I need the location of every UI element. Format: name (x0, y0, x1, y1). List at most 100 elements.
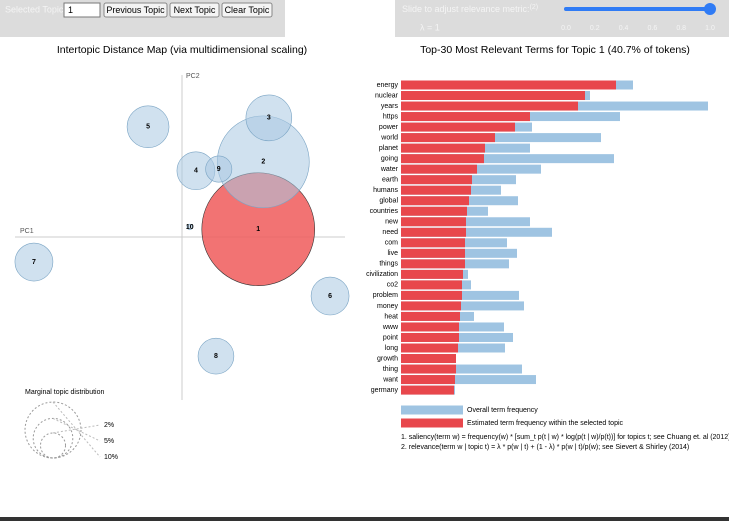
slider-label: Slide to adjust relevance metric:(2) (402, 4, 538, 15)
size-legend-label: 2% (104, 422, 114, 429)
x-axis-label: PC1 (20, 228, 34, 235)
term-bar[interactable] (401, 154, 614, 164)
legend-swatch (401, 405, 463, 415)
term-bar[interactable] (401, 238, 465, 248)
term-bar[interactable] (401, 343, 458, 353)
term-bar[interactable] (401, 143, 485, 153)
term-label: long (385, 345, 398, 352)
term-bar[interactable] (401, 332, 459, 342)
button[interactable] (169, 2, 220, 18)
topic-bubble[interactable] (126, 105, 170, 149)
term-bar[interactable] (401, 290, 462, 300)
term-bar[interactable] (401, 133, 495, 143)
size-legend-leader (52, 417, 101, 442)
slider-tick-label: 0.6 (648, 25, 658, 32)
topic-input-value[interactable]: 1 (68, 5, 73, 15)
term-bar[interactable] (401, 385, 454, 395)
term-bar[interactable] (401, 80, 616, 90)
term-bar[interactable] (401, 375, 536, 385)
legend-label: Estimated term frequency within the sele… (467, 420, 624, 427)
topic-label: 1 (256, 226, 260, 233)
topic-bubble[interactable] (186, 223, 193, 231)
term-bar[interactable] (401, 269, 463, 279)
term-label: com (385, 240, 398, 247)
topic-label: 2 (261, 159, 265, 166)
slider-tick-label: 0.0 (561, 25, 571, 32)
term-bar[interactable] (401, 175, 472, 185)
legend-swatch (401, 418, 463, 428)
button[interactable] (221, 2, 273, 18)
topic-label: 8 (214, 353, 218, 360)
term-bar[interactable] (401, 322, 459, 332)
term-bar[interactable] (401, 280, 462, 290)
size-legend-circle (32, 417, 74, 459)
term-label: want (382, 376, 398, 383)
term-bar[interactable] (401, 301, 461, 311)
term-label: heat (384, 313, 398, 320)
term-bar[interactable] (401, 154, 484, 164)
term-label: new (385, 219, 399, 226)
chart-title: Intertopic Distance Map (via multidimens… (57, 44, 307, 56)
term-label: energy (377, 82, 399, 89)
term-bar[interactable] (401, 227, 552, 237)
size-legend-label: 10% (104, 454, 118, 461)
term-bar[interactable] (401, 122, 515, 132)
term-bar[interactable] (401, 133, 601, 143)
slider-thumb[interactable] (704, 3, 716, 15)
term-bar[interactable] (401, 364, 456, 374)
term-bar[interactable] (401, 101, 578, 111)
term-bar[interactable] (401, 217, 466, 227)
term-bar[interactable] (401, 206, 467, 216)
legend-label: Overall term frequency (467, 407, 538, 414)
term-label: countries (370, 208, 399, 215)
button-label[interactable]: Clear Topic (225, 5, 270, 15)
slider-help: (2) (530, 4, 539, 11)
size-legend-leader (52, 424, 101, 434)
size-legend-circle (39, 432, 67, 459)
term-label: earth (382, 177, 398, 184)
topic-label: 3 (267, 115, 271, 122)
term-label: years (381, 103, 399, 110)
slider-tick-label: 0.2 (590, 25, 600, 32)
term-bar[interactable] (401, 185, 471, 195)
topic-input[interactable] (63, 2, 101, 18)
term-bar[interactable] (401, 248, 465, 258)
term-bar[interactable] (401, 259, 465, 269)
term-bar[interactable] (401, 227, 466, 237)
term-label: humans (373, 187, 398, 194)
term-label: things (379, 261, 398, 268)
term-bar[interactable] (401, 196, 469, 206)
button-label[interactable]: Next Topic (174, 5, 216, 15)
footnote: 1. saliency(term w) = frequency(w) * [su… (401, 434, 729, 441)
topic-bubble[interactable] (310, 276, 350, 316)
term-bar[interactable] (401, 311, 460, 321)
size-legend-circle (24, 401, 82, 459)
term-label: co2 (387, 282, 398, 289)
slider-tick-label: 1.0 (705, 25, 715, 32)
term-bar[interactable] (401, 164, 477, 174)
selected-topic-label: Selected Topic: (5, 4, 66, 14)
term-label: money (377, 303, 399, 310)
size-legend-leader (52, 401, 101, 458)
size-legend-title: Marginal topic distribution (25, 389, 104, 396)
topic-bubble[interactable] (14, 242, 54, 282)
topic-bubble[interactable] (197, 337, 235, 375)
term-bar[interactable] (401, 301, 524, 311)
term-bar[interactable] (401, 364, 522, 374)
term-label: https (383, 113, 399, 120)
topic-bubble[interactable] (245, 94, 293, 142)
slider-label-text: Slide to adjust relevance metric: (402, 4, 530, 14)
term-label: problem (373, 292, 398, 299)
term-bar[interactable] (401, 354, 456, 364)
slider-tick-label: 0.4 (619, 25, 629, 32)
button-label[interactable]: Previous Topic (106, 5, 165, 15)
chart-title: Top-30 Most Relevant Terms for Topic 1 (… (420, 44, 690, 56)
y-axis-label: PC2 (186, 73, 200, 80)
term-bar[interactable] (401, 375, 455, 385)
topic-bubble[interactable] (205, 155, 233, 183)
button[interactable] (103, 2, 168, 18)
term-label: point (383, 334, 398, 341)
term-bar[interactable] (401, 112, 530, 122)
term-bar[interactable] (401, 91, 585, 101)
